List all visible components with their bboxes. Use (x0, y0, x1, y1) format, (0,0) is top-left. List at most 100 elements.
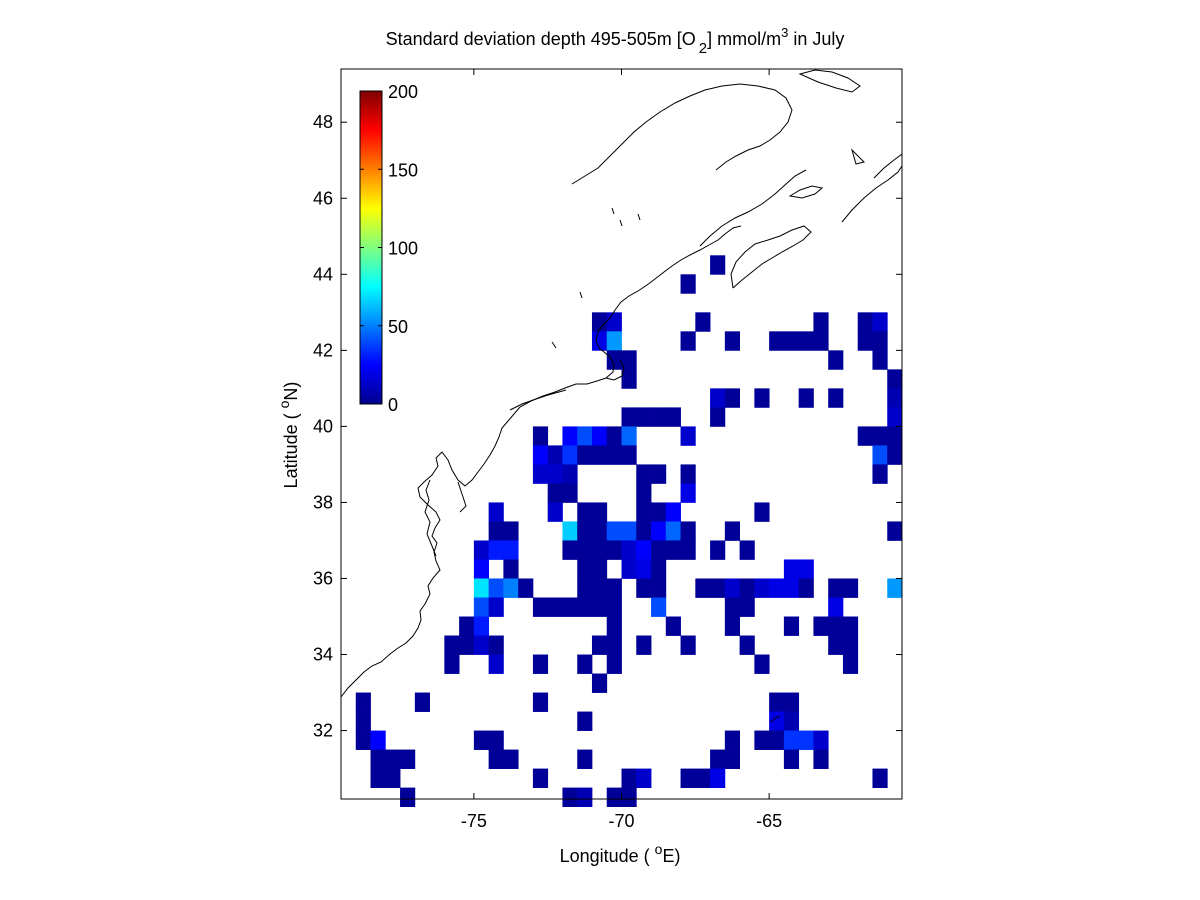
heatmap-cell (591, 521, 608, 541)
heatmap-cell (813, 312, 829, 332)
heatmap-cell (488, 502, 504, 522)
heatmap-cell (385, 768, 401, 788)
heatmap-cell (606, 426, 622, 446)
heatmap-cell (739, 597, 755, 617)
heatmap-cell (488, 521, 504, 541)
x-axis: -75 -70 -65 (461, 69, 782, 831)
heatmap-cell (606, 312, 622, 332)
coastline-nova-scotia (730, 225, 812, 289)
heatmap-cell (872, 350, 888, 370)
coastline-cape-cod (605, 359, 625, 381)
coastline-delaware (457, 481, 467, 513)
heatmap-cell (887, 578, 903, 598)
heatmap-cell (355, 711, 371, 731)
heatmap-cell (857, 312, 873, 332)
y-axis-label-superscript: o (276, 400, 292, 408)
heatmap-cell (695, 312, 711, 332)
heatmap-cell (636, 768, 652, 788)
heatmap-cell (355, 730, 371, 750)
heatmap-cell (621, 521, 637, 541)
heatmap-cell (769, 730, 785, 750)
heatmap-cell (769, 692, 785, 712)
title-suffix: in July (788, 29, 844, 49)
heatmap-cell (872, 768, 888, 788)
heatmap-cell (695, 578, 711, 598)
heatmap-cell (857, 331, 873, 351)
coastline-cape-breton (841, 165, 903, 223)
x-axis-label-prefix: Longitude ( (560, 846, 655, 866)
heatmap-cell (739, 578, 755, 598)
title-prefix: Standard deviation depth 495-505m [O (386, 29, 696, 49)
heatmap-cell (488, 540, 504, 560)
colorbar-axis: 0 50 100 150 200 (360, 82, 418, 415)
heatmap-cell (577, 749, 593, 769)
title-superscript: 3 (781, 25, 788, 40)
heatmap-cell (370, 730, 386, 750)
heatmap-cell (577, 540, 593, 560)
heatmap-cell (606, 787, 622, 807)
heatmap-cell (473, 635, 490, 655)
heatmap-cell (591, 312, 608, 332)
heatmap-cell (577, 426, 593, 446)
heatmap-cell (872, 312, 888, 332)
heatmap-cell (783, 692, 800, 712)
heatmap-cell (400, 749, 416, 769)
heatmap-cell (724, 616, 740, 636)
y-axis: 32 34 36 38 40 42 44 46 48 (313, 112, 902, 741)
heatmap-cell (857, 426, 873, 446)
heatmap-cell (591, 673, 608, 693)
heatmap-cell (887, 388, 903, 408)
heatmap-cell (710, 407, 726, 427)
heatmap-cell (783, 559, 800, 579)
heatmap-cell (842, 635, 859, 655)
heatmap-cell (665, 616, 681, 636)
heatmap-cell (710, 255, 726, 275)
heatmap-cell (503, 540, 519, 560)
heatmap-cell (636, 483, 652, 503)
heatmap-cell (577, 597, 593, 617)
heatmap-cell (872, 464, 888, 484)
heatmap-cell (872, 426, 888, 446)
heatmap-cell (577, 654, 593, 674)
heatmap-cell (813, 749, 829, 769)
coastline-us-east (340, 225, 742, 698)
heatmap-cell (503, 521, 519, 541)
heatmap-cell (547, 502, 563, 522)
y-tick-label: 48 (313, 112, 333, 132)
heatmap-cell (754, 654, 770, 674)
heatmap-cell (532, 426, 549, 446)
heatmap-cell (828, 388, 844, 408)
heatmap-cell (621, 350, 637, 370)
heatmap-cell (532, 464, 549, 484)
y-tick-label: 32 (313, 721, 333, 741)
coastline-long-island (509, 389, 567, 411)
y-tick-label: 38 (313, 492, 333, 512)
heatmap-cell (724, 388, 740, 408)
heatmap-cell (887, 426, 903, 446)
heatmap-cell (813, 730, 829, 750)
heatmap-cell (887, 521, 903, 541)
heatmap-cell (783, 331, 800, 351)
coastline-new-brunswick (699, 169, 807, 247)
heatmap-cell (828, 616, 844, 636)
heatmap-cell (547, 483, 563, 503)
heatmap-cell (621, 768, 637, 788)
heatmap-cell (710, 540, 726, 560)
heatmap-cell (724, 331, 740, 351)
heatmap-cell (621, 787, 637, 807)
heatmap-cell (724, 521, 740, 541)
y-tick-label: 36 (313, 568, 333, 588)
coastline-magdalen (850, 148, 865, 165)
heatmap-cell (798, 730, 814, 750)
colorbar-tick-label: 50 (388, 317, 408, 337)
heatmap-cell (783, 749, 800, 769)
heatmap-cell (606, 331, 622, 351)
x-tick-label: -65 (756, 811, 782, 831)
heatmap-cell (562, 787, 578, 807)
heatmap-cell (887, 369, 903, 389)
heatmap-cell (606, 654, 622, 674)
heatmap-cell (355, 692, 371, 712)
heatmap-cell (828, 597, 844, 617)
heatmap-cell (636, 540, 652, 560)
